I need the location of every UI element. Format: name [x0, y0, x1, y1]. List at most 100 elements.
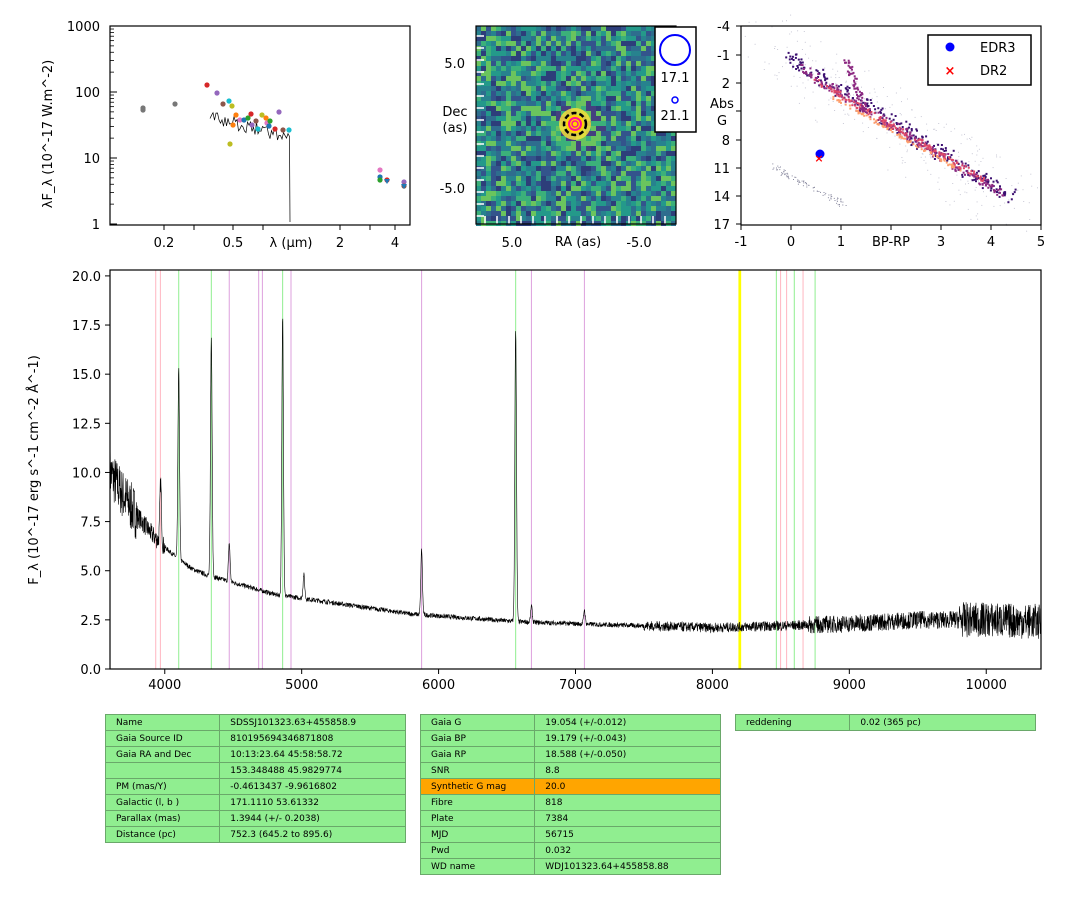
image-pixel — [661, 161, 666, 166]
image-pixel — [596, 146, 601, 151]
dr2-marker — [568, 117, 582, 131]
hr-star — [883, 125, 886, 128]
image-pixel — [611, 136, 616, 141]
legend-dr2-label: DR2 — [980, 64, 1007, 79]
image-pixel — [476, 51, 481, 56]
hr-star — [848, 87, 851, 89]
image-pixel — [666, 171, 671, 176]
image-pixel — [481, 76, 486, 81]
image-pixel — [566, 166, 571, 171]
image-pixel — [596, 41, 601, 46]
hr-star — [957, 166, 960, 169]
hr-star — [996, 193, 999, 196]
hr-star — [906, 138, 909, 141]
image-pixel — [631, 81, 636, 86]
sed-point — [229, 103, 235, 109]
sed-point — [286, 127, 292, 133]
image-pixel — [581, 46, 586, 51]
hr-star — [820, 80, 823, 83]
hr-star — [844, 98, 847, 101]
hr-star — [973, 175, 976, 178]
image-pixel — [521, 161, 526, 166]
image-pixel — [596, 101, 601, 106]
hr-star — [921, 153, 923, 155]
image-pixel — [506, 86, 511, 91]
image-pixel — [531, 51, 536, 56]
image-pixel — [486, 211, 491, 216]
image-pixel — [656, 131, 661, 136]
hr-star — [791, 57, 793, 60]
image-pixel — [631, 111, 636, 116]
hr-star — [848, 104, 851, 107]
image-pixel — [491, 121, 496, 126]
hr-star — [901, 131, 904, 134]
hr-star — [900, 139, 902, 140]
hr-star — [830, 194, 832, 196]
image-pixel — [521, 156, 526, 161]
hr-star — [951, 158, 953, 161]
hr-star — [868, 108, 871, 111]
image-pixel — [546, 206, 551, 211]
image-pixel — [541, 171, 546, 176]
image-pixel — [511, 141, 516, 146]
hr-star — [840, 198, 842, 200]
hr-star — [855, 77, 858, 80]
image-pixel — [541, 151, 546, 156]
hr-star — [1030, 173, 1032, 175]
image-pixel — [546, 131, 551, 136]
image-pixel — [556, 66, 561, 71]
hr-star — [799, 59, 801, 61]
image-pixel — [521, 136, 526, 141]
image-pixel — [596, 191, 601, 196]
image-pixel — [516, 176, 521, 181]
image-pixel — [531, 166, 536, 171]
sed-ytick: 100 — [75, 86, 100, 101]
image-pixel — [611, 41, 616, 46]
image-pixel — [491, 31, 496, 36]
sed-point — [377, 167, 383, 173]
image-pixel — [481, 26, 486, 31]
image-pixel — [496, 71, 501, 76]
hr-star — [977, 213, 979, 215]
hr-star — [820, 85, 823, 88]
hr-star — [889, 121, 892, 124]
sed-point — [276, 109, 282, 115]
hr-star — [965, 183, 966, 185]
hr-star — [920, 145, 923, 148]
hr-star — [968, 174, 971, 177]
hr-star — [945, 149, 947, 152]
image-pixel — [576, 141, 581, 146]
image-pixel — [476, 136, 481, 141]
hr-star — [959, 194, 961, 196]
hr-star — [919, 143, 922, 146]
image-pixel — [646, 151, 651, 156]
image-pixel — [576, 51, 581, 56]
image-pixel — [541, 51, 546, 56]
image-pixel — [521, 171, 526, 176]
image-pixel — [506, 191, 511, 196]
hr-star — [787, 173, 789, 175]
table-row: Pwd 0.032 — [419, 842, 721, 859]
hr-star — [1011, 185, 1013, 187]
image-pixel — [556, 76, 561, 81]
hr-star — [805, 53, 806, 55]
image-pixel — [556, 31, 561, 36]
hr-star — [781, 173, 783, 175]
image-pixel — [601, 171, 606, 176]
image-pixel — [556, 71, 561, 76]
table-key: Distance (pc) — [104, 826, 221, 843]
hr-star — [993, 191, 996, 194]
image-pixel — [631, 196, 636, 201]
image-pixel — [526, 216, 531, 221]
hr-star — [792, 63, 794, 65]
hr-star — [857, 88, 860, 91]
hr-star — [847, 92, 850, 95]
image-pixel — [611, 51, 616, 56]
image-ylabel: Dec — [442, 105, 467, 120]
image-pixel — [616, 96, 621, 101]
image-pixel — [481, 66, 486, 71]
hr-star — [901, 162, 903, 164]
image-pixel — [546, 71, 551, 76]
image-pixel — [666, 216, 671, 221]
image-pixel — [621, 201, 626, 206]
